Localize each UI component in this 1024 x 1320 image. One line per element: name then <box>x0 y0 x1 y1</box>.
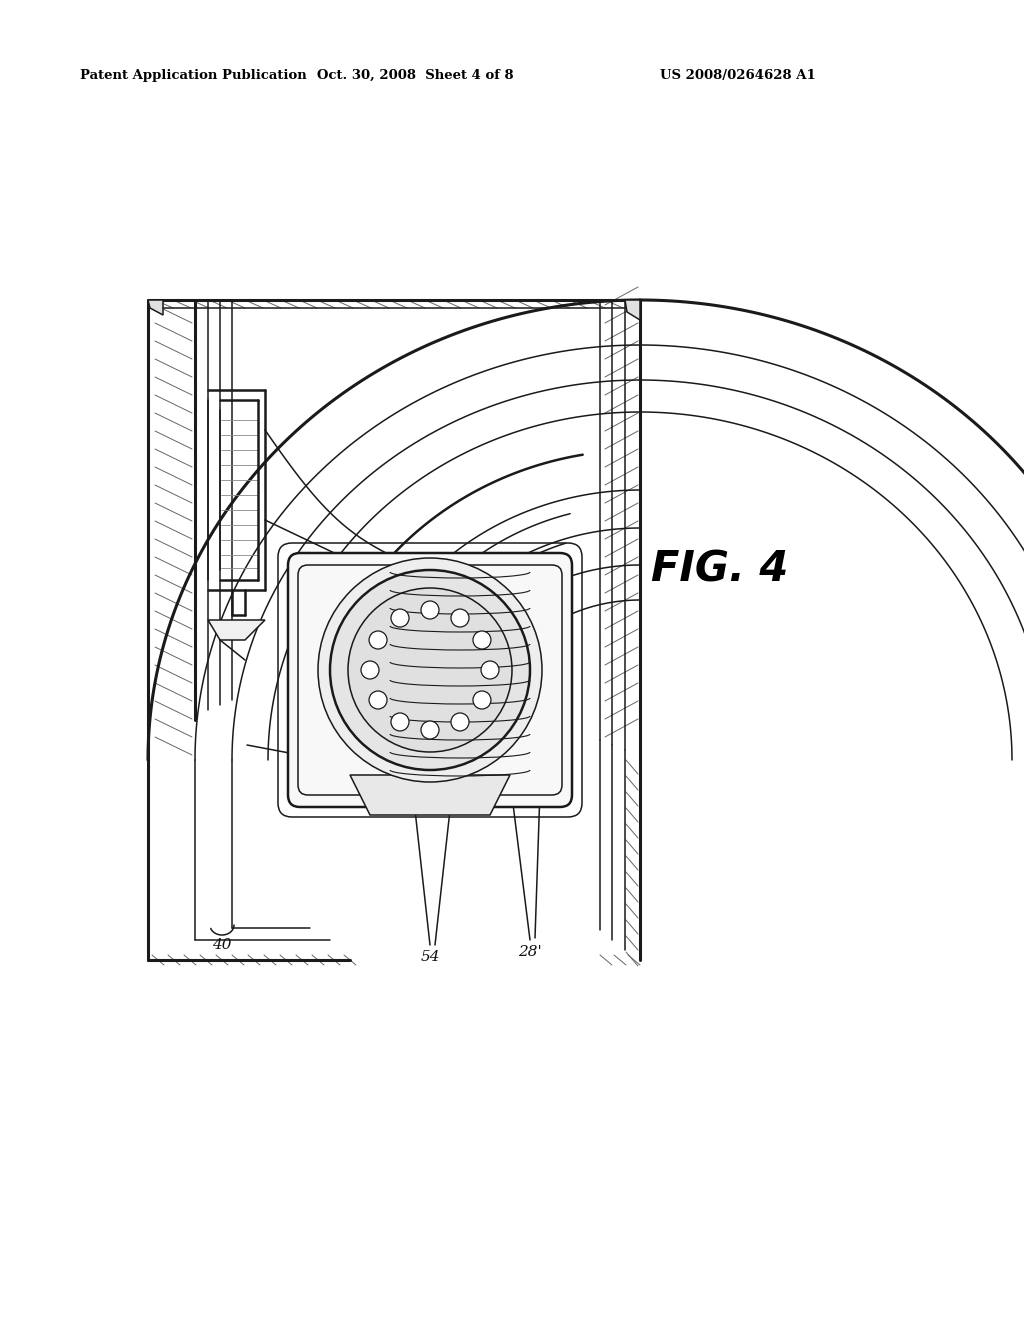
Circle shape <box>369 690 387 709</box>
Circle shape <box>473 690 490 709</box>
Text: 40: 40 <box>212 939 231 952</box>
Text: Patent Application Publication: Patent Application Publication <box>80 69 307 82</box>
Circle shape <box>330 570 530 770</box>
Circle shape <box>421 721 439 739</box>
Text: 26': 26' <box>424 671 445 685</box>
FancyBboxPatch shape <box>288 553 572 807</box>
Text: FIG. 4: FIG. 4 <box>651 549 788 591</box>
Circle shape <box>361 661 379 678</box>
Circle shape <box>318 558 542 781</box>
Circle shape <box>451 713 469 731</box>
Text: 54: 54 <box>420 950 439 964</box>
Polygon shape <box>350 775 510 814</box>
Circle shape <box>451 609 469 627</box>
Circle shape <box>473 631 490 649</box>
Circle shape <box>369 631 387 649</box>
Circle shape <box>348 587 512 752</box>
Polygon shape <box>625 300 640 319</box>
Text: US 2008/0264628 A1: US 2008/0264628 A1 <box>660 69 816 82</box>
Circle shape <box>421 601 439 619</box>
Polygon shape <box>148 300 163 315</box>
Text: 10': 10' <box>305 752 329 767</box>
Circle shape <box>481 661 499 678</box>
Text: Oct. 30, 2008  Sheet 4 of 8: Oct. 30, 2008 Sheet 4 of 8 <box>316 69 513 82</box>
Polygon shape <box>208 620 265 640</box>
Circle shape <box>391 609 409 627</box>
Text: 28': 28' <box>518 945 542 960</box>
Circle shape <box>391 713 409 731</box>
